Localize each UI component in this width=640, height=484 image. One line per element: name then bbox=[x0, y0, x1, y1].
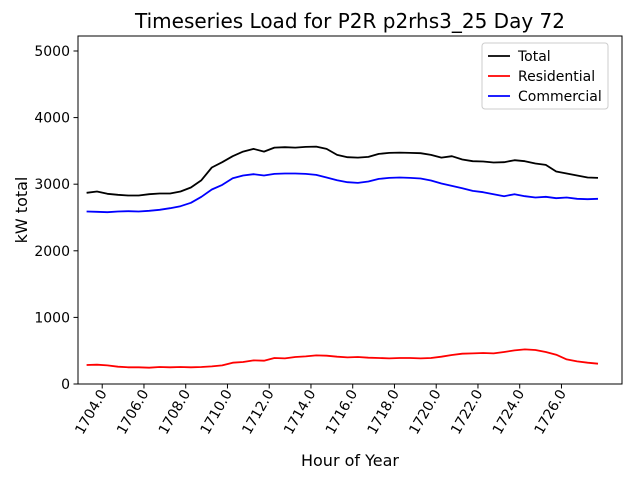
y-axis-ticks: 0 1000 2000 3000 4000 5000 bbox=[34, 44, 78, 393]
x-axis-ticks: 1704.0 1706.0 1708.0 1710.0 1712.0 1714.0 1716… bbox=[72, 384, 570, 437]
x-tick-label: 1706.0 bbox=[114, 387, 152, 437]
series-line-total bbox=[86, 145, 599, 197]
legend: Total Residential Commercial bbox=[481, 42, 609, 110]
x-tick-label: 1720.0 bbox=[406, 387, 444, 437]
y-tick-label: 1000 bbox=[34, 310, 70, 326]
series-lines bbox=[86, 145, 599, 369]
legend-label-commercial: Commercial bbox=[518, 89, 602, 105]
chart-title: Timeseries Load for P2R p2rhs3_25 Day 72 bbox=[134, 9, 565, 33]
x-axis-label: Hour of Year bbox=[301, 451, 399, 470]
x-tick-label: 1710.0 bbox=[198, 387, 236, 437]
series-line-commercial bbox=[86, 172, 599, 214]
x-tick-label: 1718.0 bbox=[365, 387, 403, 437]
legend-entries: Total Residential Commercial bbox=[488, 49, 602, 105]
y-tick-label: 0 bbox=[61, 377, 70, 393]
x-tick-label: 1716.0 bbox=[323, 387, 361, 437]
x-tick-label: 1722.0 bbox=[448, 387, 486, 437]
x-tick-label: 1708.0 bbox=[156, 387, 194, 437]
y-tick-label: 5000 bbox=[34, 44, 70, 60]
y-tick-label: 2000 bbox=[34, 244, 70, 260]
x-tick-label: 1704.0 bbox=[72, 387, 110, 437]
x-tick-label: 1724.0 bbox=[490, 387, 528, 437]
legend-label-total: Total bbox=[517, 49, 551, 65]
x-tick-label: 1712.0 bbox=[239, 387, 277, 437]
x-tick-label: 1714.0 bbox=[281, 387, 319, 437]
series-line-residential bbox=[86, 348, 599, 369]
plot-frame bbox=[77, 35, 623, 385]
x-tick-label: 1726.0 bbox=[532, 387, 570, 437]
legend-label-residential: Residential bbox=[518, 69, 595, 85]
y-tick-label: 3000 bbox=[34, 177, 70, 193]
y-tick-label: 4000 bbox=[34, 111, 70, 127]
legend-box bbox=[481, 42, 609, 110]
y-axis-label: kW total bbox=[12, 177, 31, 244]
